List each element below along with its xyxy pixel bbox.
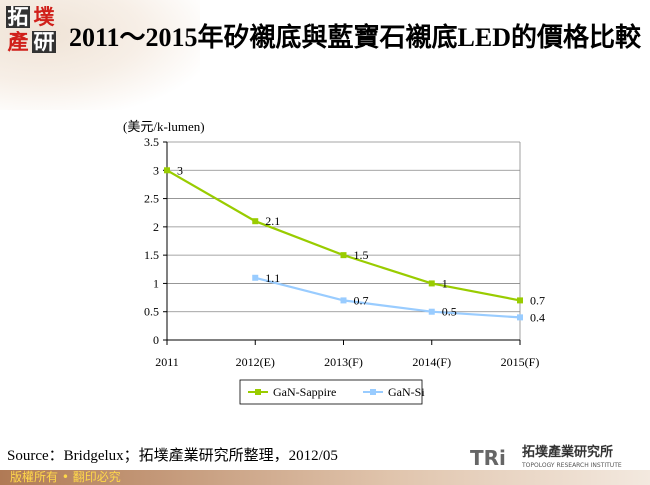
copyright-text: 版權所有 • 翻印必究 [10,470,121,484]
legend-marker [370,389,376,395]
data-point [428,280,435,287]
data-point [252,274,259,281]
x-tick-label: 2015(F) [501,355,540,369]
data-point [428,308,435,315]
data-label: 0.4 [530,310,545,324]
data-label: 1.5 [354,248,369,262]
y-tick-label: 1.5 [144,248,159,262]
y-axis-label: (美元/k-lumen) [123,119,205,134]
data-label: 0.7 [354,293,369,307]
data-point [164,167,170,174]
data-label: 1.1 [265,271,280,285]
data-point [340,297,347,304]
y-tick-label: 2 [153,220,159,234]
data-label: 1 [442,276,448,290]
data-label: 0.5 [442,305,457,319]
legend-label: GaN-Si [388,385,425,399]
data-point [517,297,523,304]
y-tick-label: 3.5 [144,135,159,149]
logo-char: 拓 [6,6,30,28]
x-tick-label: 2011 [155,355,179,369]
data-label: 2.1 [265,214,280,228]
source-note: Source：Bridgelux；拓墣產業研究所整理，2012/05 [7,448,338,464]
legend-label: GaN-Sappire [273,385,336,399]
logo-char: 研 [32,31,56,53]
background-map [0,0,200,110]
y-tick-label: 0 [153,333,159,347]
logo-char: 墣 [33,6,55,28]
y-tick-label: 1 [153,276,159,290]
tri-logo: TRi 拓墣產業研究所 TOPOLOGY RESEARCH INSTITUTE [470,445,650,471]
series-line-gan-sappire [166,169,521,302]
page-title: 2011～2015年矽襯底與藍寶石襯底LED的價格比較 [68,23,642,52]
logo-char: 產 [7,31,29,53]
footer: 版權所有 • 翻印必究 [0,470,650,485]
y-tick-label: 2.5 [144,192,159,206]
x-tick-label: 2014(F) [412,355,451,369]
data-label: 0.7 [530,293,545,307]
series-line-gan-si [254,276,521,319]
data-point [252,218,259,225]
y-tick-label: 0.5 [144,305,159,319]
logo: 拓 墣 產 研 [6,6,58,54]
data-point [340,252,347,259]
legend-marker [255,389,261,395]
chart: (美元/k-lumen) 0 0.5 1 1.5 2 2.5 3 3.5 2011 2012(E)… [123,119,545,405]
tri-name: 拓墣產業研究所 [522,445,614,460]
tri-en: TOPOLOGY RESEARCH INSTITUTE [522,462,622,469]
legend-box [239,379,423,405]
data-label: 3 [177,163,183,177]
tri-mark: TRi [470,446,506,470]
data-point [517,314,523,321]
x-tick-label: 2012(E) [236,355,275,369]
x-tick-label: 2013(F) [324,355,363,369]
y-tick-label: 3 [153,163,159,177]
